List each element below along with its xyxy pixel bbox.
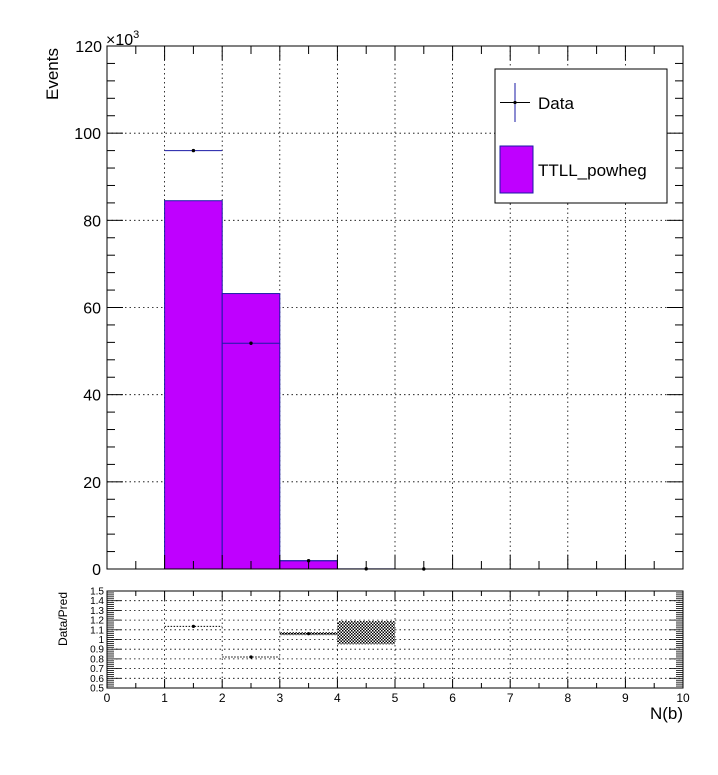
x-tick-label: 7	[507, 691, 514, 705]
ratio-y-tick-label: 0.8	[90, 654, 104, 665]
x-tick-label: 5	[392, 691, 399, 705]
x-tick-label: 3	[276, 691, 283, 705]
data-point-marker	[191, 148, 196, 153]
data-point-marker	[249, 341, 253, 345]
ratio-y-tick-label: 0.9	[90, 645, 104, 656]
ratio-point	[279, 632, 338, 636]
x-tick-label: 8	[564, 691, 571, 705]
x-tick-label: 0	[104, 691, 111, 705]
histogram-bar	[221, 293, 281, 570]
legend-label-data: Data	[538, 94, 574, 113]
x-axis-title: N(b)	[650, 704, 683, 723]
data-point	[164, 148, 223, 153]
ratio-grid	[107, 591, 683, 688]
data-point	[222, 341, 280, 345]
ratio-y-tick-label: 1.4	[90, 596, 104, 607]
legend: Data TTLL_powheg	[494, 68, 668, 204]
y-axis-title: Events	[43, 48, 62, 100]
main-y-tick-labels: 0 20 40 60 80 100 120	[74, 39, 102, 579]
ratio-y-tick-label: 1	[98, 635, 104, 646]
x-tick-labels: 0 1 2 3 4 5 6 7 8 9 10	[104, 691, 690, 705]
histogram-bar	[164, 200, 223, 570]
ratio-point-marker	[307, 632, 311, 636]
main-y-tick-label: 0	[92, 562, 101, 579]
x-tick-label: 4	[334, 691, 341, 705]
ratio-data-points	[164, 624, 338, 659]
main-y-tick-label: 60	[83, 301, 101, 318]
ratio-point	[222, 655, 280, 659]
main-histogram	[164, 200, 338, 570]
ratio-point-marker	[191, 624, 195, 629]
ratio-y-tick-label: 0.6	[90, 674, 104, 685]
y-multiplier-label: ×103	[106, 29, 139, 49]
main-y-tick-label: 20	[83, 475, 101, 492]
ratio-y-tick-label: 1.3	[90, 606, 104, 617]
ratio-y-tick-label: 0.5	[90, 684, 104, 695]
ratio-ticks	[106, 590, 684, 689]
main-panel: 0 20 40 60 80 100 120 Events ×103 Data TTLL_po…	[43, 29, 684, 579]
main-y-tick-label: 120	[75, 39, 102, 56]
legend-ttll-swatch	[499, 145, 534, 194]
data-point	[279, 559, 338, 563]
ratio-point-marker	[249, 655, 253, 659]
uncertainty-band	[337, 621, 395, 645]
ratio-y-tick-label: 1.1	[90, 625, 104, 636]
main-ticks	[106, 45, 684, 570]
ratio-y-tick-label: 1.2	[90, 616, 104, 627]
x-tick-label: 10	[676, 691, 690, 705]
data-point-marker	[306, 559, 311, 563]
ratio-y-tick-labels: 0.50.60.70.80.911.11.21.31.41.5	[90, 587, 104, 695]
x-tick-label: 1	[161, 691, 168, 705]
ratio-y-tick-label: 1.5	[90, 587, 104, 598]
main-y-tick-label: 40	[83, 388, 101, 405]
ratio-y-tick-label: 0.7	[90, 664, 104, 675]
ratio-point	[164, 624, 223, 629]
legend-label-ttll: TTLL_powheg	[538, 161, 647, 180]
legend-data-marker	[500, 83, 530, 122]
ratio-y-axis-title: Data/Pred	[56, 592, 70, 646]
x-tick-label: 9	[622, 691, 629, 705]
x-tick-label: 2	[219, 691, 226, 705]
main-y-tick-label: 80	[83, 213, 101, 230]
x-tick-label: 6	[449, 691, 456, 705]
main-y-tick-label: 100	[74, 126, 101, 143]
